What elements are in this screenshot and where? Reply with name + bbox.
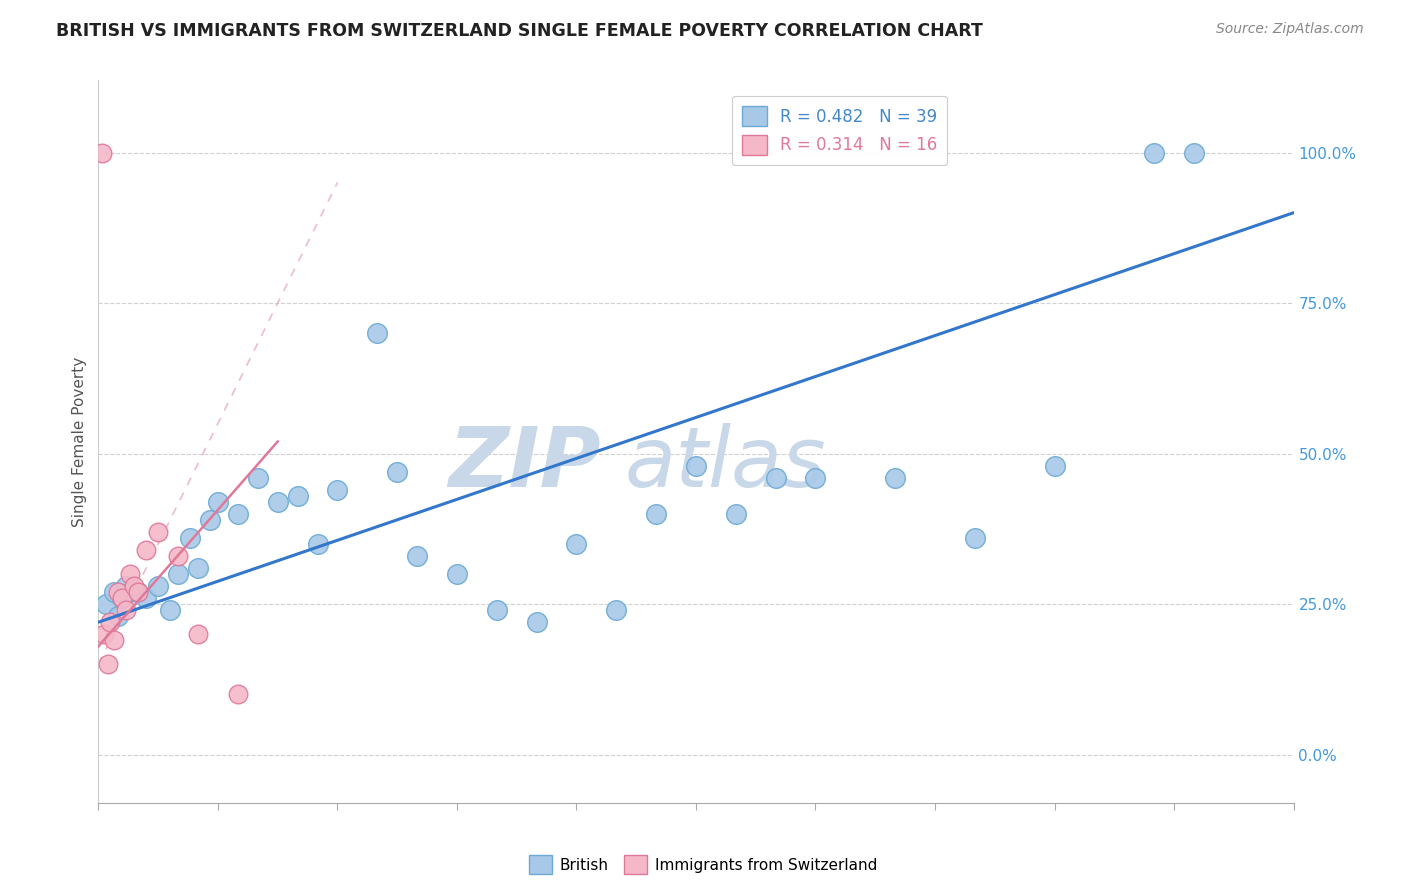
Legend: R = 0.482   N = 39, R = 0.314   N = 16: R = 0.482 N = 39, R = 0.314 N = 16 [731, 95, 948, 165]
Point [115, 603, 138, 617]
Point [127, 585, 149, 599]
Point [226, 687, 249, 701]
Point [1182, 145, 1205, 160]
Point [124, 579, 146, 593]
Point [267, 494, 290, 508]
Y-axis label: Single Female Poverty: Single Female Poverty [72, 357, 87, 526]
Point [287, 489, 309, 503]
Text: atlas: atlas [624, 423, 825, 504]
Point [1143, 145, 1166, 160]
Point [565, 537, 588, 551]
Point [187, 627, 209, 641]
Point [198, 513, 221, 527]
Point [645, 507, 668, 521]
Point [98, 615, 122, 630]
Point [187, 561, 209, 575]
Point [884, 471, 907, 485]
Point [97, 657, 120, 672]
Point [115, 579, 138, 593]
Point [765, 471, 787, 485]
Point [167, 549, 190, 563]
Point [148, 524, 170, 539]
Point [148, 579, 170, 593]
Point [120, 567, 142, 582]
Point [406, 549, 429, 563]
Point [307, 537, 329, 551]
Point [326, 483, 349, 497]
Point [135, 591, 157, 606]
Point [91, 145, 114, 160]
Point [226, 507, 249, 521]
Point [127, 585, 149, 599]
Point [385, 465, 409, 479]
Point [366, 326, 388, 341]
Point [724, 507, 747, 521]
Point [111, 591, 134, 606]
Point [135, 542, 157, 557]
Point [804, 471, 827, 485]
Point [120, 585, 142, 599]
Point [103, 633, 125, 648]
Point [446, 567, 468, 582]
Point [159, 603, 181, 617]
Point [526, 615, 548, 630]
Text: BRITISH VS IMMIGRANTS FROM SWITZERLAND SINGLE FEMALE POVERTY CORRELATION CHART: BRITISH VS IMMIGRANTS FROM SWITZERLAND S… [56, 22, 983, 40]
Point [107, 609, 129, 624]
Point [246, 471, 269, 485]
Legend: British, Immigrants from Switzerland: British, Immigrants from Switzerland [523, 849, 883, 880]
Point [207, 494, 229, 508]
Point [963, 531, 986, 545]
Point [605, 603, 627, 617]
Point [107, 585, 129, 599]
Point [96, 597, 118, 611]
Point [485, 603, 508, 617]
Point [111, 591, 134, 606]
Point [93, 627, 115, 641]
Point [167, 567, 190, 582]
Point [1043, 458, 1066, 473]
Text: ZIP: ZIP [447, 423, 600, 504]
Point [685, 458, 707, 473]
Point [179, 531, 201, 545]
Text: Source: ZipAtlas.com: Source: ZipAtlas.com [1216, 22, 1364, 37]
Point [103, 585, 125, 599]
